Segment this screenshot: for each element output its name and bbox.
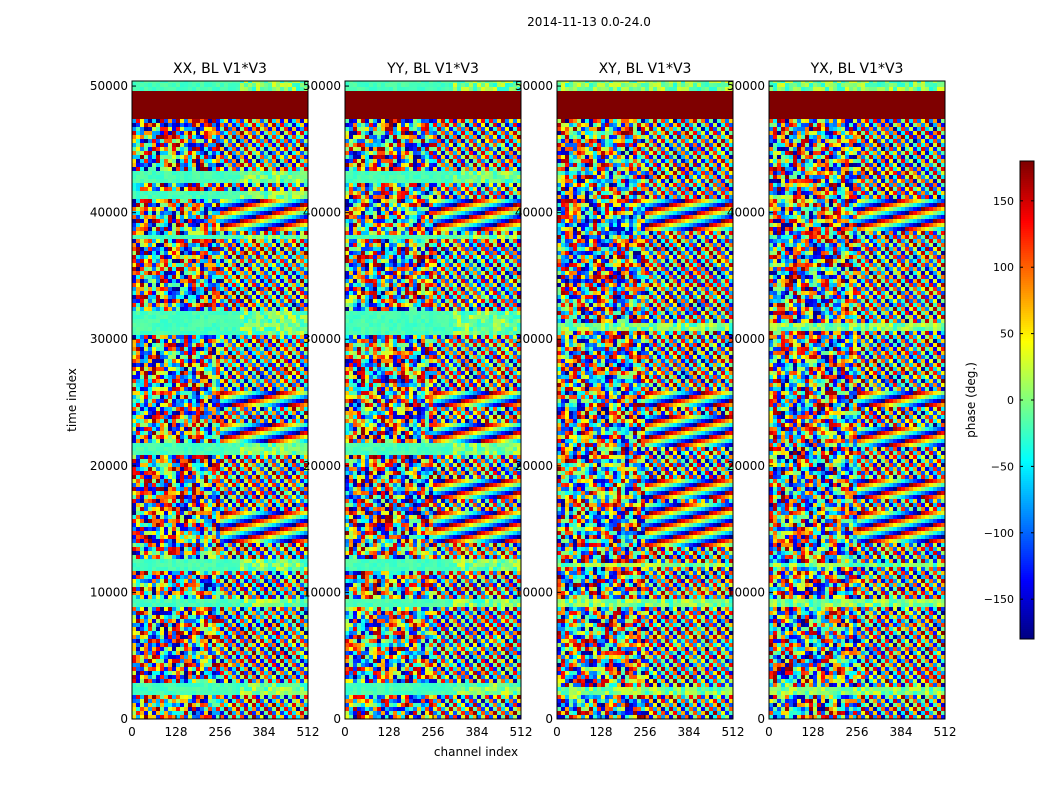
ytick-label: 40000	[727, 206, 765, 220]
ytick-label: 0	[333, 712, 341, 726]
colorbar-tick-label: 0	[1007, 394, 1014, 407]
ytick-label: 10000	[515, 585, 553, 599]
ytick-label: 20000	[303, 459, 341, 473]
colorbar-tick-label: −50	[991, 460, 1014, 473]
ytick-label: 50000	[515, 79, 553, 93]
figure-title: 2014-11-13 0.0-24.0	[527, 15, 651, 29]
ytick-label: 50000	[303, 79, 341, 93]
xtick-label: 384	[466, 725, 489, 739]
ytick-label: 20000	[727, 459, 765, 473]
colorbar-tick-label: 50	[1000, 328, 1014, 341]
panel-1: YY, BL V1*V3 0 128 256 384 512 0 10000 20000 3000…	[303, 61, 533, 739]
xtick-label: 0	[553, 725, 561, 739]
ytick-label: 10000	[727, 585, 765, 599]
ytick-label: 20000	[515, 459, 553, 473]
ytick-label: 50000	[90, 79, 128, 93]
ytick-label: 10000	[90, 585, 128, 599]
xtick-label: 512	[297, 725, 320, 739]
xtick-label: 128	[590, 725, 613, 739]
xtick-label: 0	[341, 725, 349, 739]
colorbar-label: phase (deg.)	[964, 362, 978, 438]
ytick-label: 30000	[90, 332, 128, 346]
panel-0: XX, BL V1*V3 0 128 256 384 512 0 10000 20000 3000…	[90, 61, 320, 739]
xtick-label: 0	[128, 725, 136, 739]
xtick-label: 256	[634, 725, 657, 739]
ytick-label: 30000	[727, 332, 765, 346]
xtick-label: 384	[253, 725, 276, 739]
xtick-label: 0	[765, 725, 773, 739]
xtick-label: 512	[934, 725, 957, 739]
colorbar-tick-label: −100	[984, 527, 1014, 540]
y-axis-label: time index	[65, 368, 79, 432]
ytick-label: 40000	[303, 206, 341, 220]
heatmap-0	[132, 79, 308, 719]
panel-title-0: XX, BL V1*V3	[173, 61, 267, 77]
xtick-label: 512	[722, 725, 745, 739]
panel-title-3: YX, BL V1*V3	[810, 61, 904, 77]
ytick-label: 10000	[303, 585, 341, 599]
ytick-label: 40000	[90, 206, 128, 220]
panel-title-2: XY, BL V1*V3	[599, 61, 692, 77]
heatmap-1	[345, 79, 521, 719]
ytick-label: 30000	[515, 332, 553, 346]
xtick-label: 128	[378, 725, 401, 739]
xtick-label: 256	[846, 725, 869, 739]
ytick-label: 30000	[303, 332, 341, 346]
panel-2: XY, BL V1*V3 0 128 256 384 512 0 10000 20000 3000…	[515, 61, 745, 739]
xtick-label: 512	[510, 725, 533, 739]
xtick-label: 384	[678, 725, 701, 739]
x-axis-label: channel index	[434, 745, 518, 759]
panel-title-1: YY, BL V1*V3	[386, 61, 479, 77]
xtick-label: 384	[890, 725, 913, 739]
xtick-label: 128	[802, 725, 825, 739]
ytick-label: 50000	[727, 79, 765, 93]
ytick-label: 20000	[90, 459, 128, 473]
heatmap-3	[769, 79, 945, 719]
xtick-label: 256	[209, 725, 232, 739]
colorbar-tick-label: 150	[993, 195, 1014, 208]
ytick-label: 0	[120, 712, 128, 726]
ytick-label: 0	[545, 712, 553, 726]
ytick-label: 40000	[515, 206, 553, 220]
colorbar-tick-label: −150	[984, 593, 1014, 606]
panel-3: YX, BL V1*V3 0 128 256 384 512 0 10000 20000 3000…	[727, 61, 957, 739]
xtick-label: 128	[165, 725, 188, 739]
ytick-label: 0	[757, 712, 765, 726]
heatmap-2	[557, 79, 733, 719]
colorbar-tick-label: 100	[993, 261, 1014, 274]
xtick-label: 256	[422, 725, 445, 739]
colorbar-gradient	[1020, 161, 1034, 639]
